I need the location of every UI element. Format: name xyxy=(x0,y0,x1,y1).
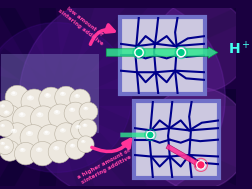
Circle shape xyxy=(19,0,225,189)
Ellipse shape xyxy=(1,104,5,108)
Circle shape xyxy=(84,107,87,109)
Ellipse shape xyxy=(1,124,5,127)
Ellipse shape xyxy=(53,146,59,150)
Ellipse shape xyxy=(1,142,5,145)
Ellipse shape xyxy=(81,140,86,143)
Circle shape xyxy=(39,87,63,112)
Circle shape xyxy=(21,89,47,115)
Text: a higher amount of
sintering additive: a higher amount of sintering additive xyxy=(77,148,134,186)
FancyBboxPatch shape xyxy=(1,54,99,133)
Circle shape xyxy=(177,48,185,57)
Circle shape xyxy=(77,125,79,128)
Circle shape xyxy=(76,94,78,97)
Circle shape xyxy=(77,136,94,153)
Circle shape xyxy=(30,142,55,166)
Ellipse shape xyxy=(60,92,66,96)
Circle shape xyxy=(61,92,64,94)
Circle shape xyxy=(45,131,48,134)
Circle shape xyxy=(29,96,32,99)
Circle shape xyxy=(6,146,8,148)
Circle shape xyxy=(0,138,14,155)
FancyArrowPatch shape xyxy=(90,25,114,44)
Ellipse shape xyxy=(26,131,33,136)
Circle shape xyxy=(30,106,57,132)
Circle shape xyxy=(20,112,23,116)
FancyArrow shape xyxy=(106,47,218,58)
Circle shape xyxy=(71,120,91,141)
Circle shape xyxy=(64,102,87,125)
Circle shape xyxy=(147,131,154,139)
Circle shape xyxy=(0,105,21,127)
Circle shape xyxy=(2,105,4,107)
Circle shape xyxy=(0,100,14,117)
Circle shape xyxy=(13,106,39,132)
Ellipse shape xyxy=(83,107,88,110)
Ellipse shape xyxy=(36,112,43,117)
Circle shape xyxy=(146,87,249,189)
Ellipse shape xyxy=(74,94,80,98)
Circle shape xyxy=(14,143,37,165)
Ellipse shape xyxy=(4,146,10,149)
Circle shape xyxy=(2,124,4,126)
Circle shape xyxy=(61,128,64,131)
Circle shape xyxy=(5,111,8,113)
Circle shape xyxy=(5,85,29,110)
Circle shape xyxy=(78,119,97,138)
Circle shape xyxy=(55,86,77,109)
Ellipse shape xyxy=(18,112,26,117)
Circle shape xyxy=(5,123,29,147)
Circle shape xyxy=(55,123,77,145)
Circle shape xyxy=(2,142,4,144)
Circle shape xyxy=(65,139,86,159)
Ellipse shape xyxy=(75,125,81,129)
Circle shape xyxy=(38,125,62,149)
Ellipse shape xyxy=(60,128,66,132)
Ellipse shape xyxy=(36,147,43,152)
Circle shape xyxy=(71,144,74,146)
Circle shape xyxy=(38,112,41,116)
Circle shape xyxy=(48,141,71,163)
Circle shape xyxy=(55,146,57,149)
Circle shape xyxy=(21,148,24,151)
Circle shape xyxy=(28,131,31,134)
Circle shape xyxy=(0,120,14,137)
Circle shape xyxy=(12,91,15,94)
FancyArrow shape xyxy=(120,131,154,139)
Circle shape xyxy=(84,124,86,126)
Ellipse shape xyxy=(11,129,17,133)
Circle shape xyxy=(197,161,205,169)
Ellipse shape xyxy=(44,93,51,98)
Ellipse shape xyxy=(54,110,60,115)
Ellipse shape xyxy=(69,108,75,112)
Circle shape xyxy=(71,108,73,111)
FancyArrow shape xyxy=(166,144,203,167)
Circle shape xyxy=(46,93,49,96)
Ellipse shape xyxy=(11,91,17,96)
Circle shape xyxy=(0,22,132,172)
Circle shape xyxy=(48,104,73,128)
FancyArrowPatch shape xyxy=(92,139,131,152)
Circle shape xyxy=(20,125,46,151)
Circle shape xyxy=(155,0,249,92)
Circle shape xyxy=(82,140,84,142)
Ellipse shape xyxy=(82,124,87,127)
Ellipse shape xyxy=(27,95,34,100)
Circle shape xyxy=(12,129,15,132)
Ellipse shape xyxy=(19,148,26,152)
FancyBboxPatch shape xyxy=(120,17,205,94)
Text: low amount of
sintering additive: low amount of sintering additive xyxy=(57,3,108,46)
FancyBboxPatch shape xyxy=(134,101,219,178)
Circle shape xyxy=(70,89,90,110)
Text: H$^+$: H$^+$ xyxy=(228,40,251,57)
Circle shape xyxy=(38,148,40,150)
Ellipse shape xyxy=(4,111,10,115)
Circle shape xyxy=(0,141,20,161)
Circle shape xyxy=(55,110,58,113)
Circle shape xyxy=(79,102,98,121)
Ellipse shape xyxy=(43,131,50,135)
Circle shape xyxy=(135,48,143,57)
Ellipse shape xyxy=(70,144,75,148)
